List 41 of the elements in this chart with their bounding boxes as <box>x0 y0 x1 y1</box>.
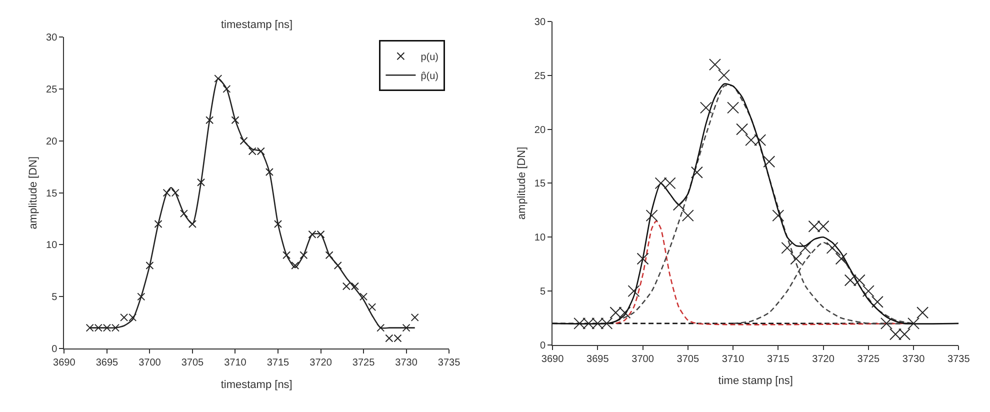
x-tick-label: 3735 <box>438 358 461 369</box>
y-tick-label: 5 <box>540 286 546 298</box>
x-tick-label: 3730 <box>395 358 418 369</box>
y-tick-label: 25 <box>46 84 58 96</box>
x-tick-label: 3715 <box>767 354 790 365</box>
y-tick-label: 0 <box>540 340 546 352</box>
y-tick-label: 15 <box>534 178 546 190</box>
legend-label: p̂(u) <box>420 71 438 82</box>
y-tick-label: 5 <box>52 292 58 304</box>
x-tick-label: 3695 <box>96 358 119 369</box>
x-tick-label: 3715 <box>266 358 290 369</box>
y-tick-label: 20 <box>46 136 58 148</box>
x-tick-label: 3705 <box>181 358 204 369</box>
y-tick-label: 10 <box>46 240 58 252</box>
y-axis-title: amplitude [DN] <box>28 156 40 230</box>
y-tick-label: 10 <box>534 232 546 244</box>
x-axis-title: time stamp [ns] <box>718 375 793 388</box>
x-tick-label: 3725 <box>857 354 880 365</box>
y-tick-label: 0 <box>52 344 58 356</box>
x-tick-label: 3720 <box>310 358 332 369</box>
x-tick-label: 3700 <box>138 358 162 369</box>
y-tick-label: 30 <box>46 32 58 44</box>
x-tick-label: 3730 <box>902 354 926 365</box>
x-tick-label: 3710 <box>224 358 247 369</box>
y-tick-label: 25 <box>534 70 546 82</box>
y-tick-label: 20 <box>534 124 546 136</box>
x-tick-label: 3695 <box>586 354 610 365</box>
y-tick-label: 30 <box>534 16 546 28</box>
x-axis-title: timestamp [ns] <box>220 378 292 391</box>
x-tick-label: 3690 <box>53 358 76 369</box>
x-tick-label: 3690 <box>541 354 564 365</box>
y-axis-title: amplitude [DN] <box>516 146 528 220</box>
x-tick-label: 3735 <box>948 354 970 365</box>
legend-label: p(u) <box>420 52 438 64</box>
chart-title: timestamp [ns] <box>221 19 293 31</box>
x-tick-label: 3700 <box>632 354 654 365</box>
x-tick-label: 3720 <box>812 354 835 365</box>
x-tick-label: 3725 <box>352 358 376 369</box>
y-tick-label: 15 <box>46 188 58 200</box>
x-tick-label: 3710 <box>722 354 745 365</box>
x-tick-label: 3705 <box>676 354 700 365</box>
